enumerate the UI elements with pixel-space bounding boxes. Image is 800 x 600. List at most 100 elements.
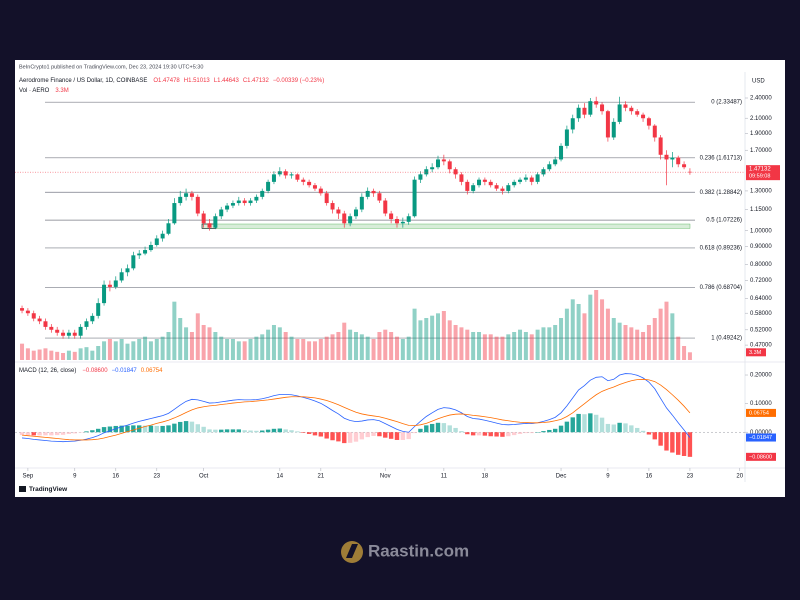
x-tick-label: Sep bbox=[23, 474, 34, 480]
candle-body bbox=[102, 284, 107, 304]
volume-bar bbox=[131, 341, 136, 360]
y-tick-label: 1.70000 bbox=[750, 148, 772, 154]
histogram-bar bbox=[119, 425, 124, 433]
volume-bar bbox=[166, 332, 171, 360]
volume-bar bbox=[400, 339, 405, 360]
histogram-bar bbox=[271, 428, 277, 433]
histogram-bar bbox=[658, 432, 663, 446]
histogram-bar bbox=[588, 413, 593, 433]
volume-bar bbox=[25, 348, 30, 360]
volume-bar bbox=[611, 318, 616, 360]
histogram-bar bbox=[582, 414, 587, 433]
volume-bar bbox=[330, 334, 335, 360]
x-tick-label: 9 bbox=[606, 474, 610, 480]
watermark-glyph bbox=[346, 544, 358, 558]
last-price-badge bbox=[746, 165, 780, 181]
histogram-bar bbox=[453, 427, 458, 433]
histogram-bar bbox=[230, 429, 236, 433]
value-badge-label: 0.06754 bbox=[749, 410, 769, 416]
candle-body bbox=[535, 174, 540, 182]
volume-bar bbox=[629, 327, 634, 360]
volume-bar bbox=[535, 329, 540, 360]
histogram-bar bbox=[388, 432, 394, 439]
histogram-bar bbox=[617, 422, 622, 433]
candle-body bbox=[66, 332, 71, 336]
volume-bar bbox=[219, 336, 224, 360]
histogram-bar bbox=[31, 432, 36, 436]
candle-body bbox=[318, 188, 323, 194]
volume-bar bbox=[113, 341, 118, 360]
volume-bar bbox=[359, 334, 364, 360]
candle-body bbox=[295, 174, 300, 180]
volume-bar bbox=[371, 339, 376, 360]
histogram-bar bbox=[289, 430, 294, 433]
volume-bar bbox=[594, 290, 599, 360]
candle-body bbox=[207, 223, 212, 228]
candle-body bbox=[113, 280, 118, 287]
candle-body bbox=[512, 181, 517, 186]
histogram-bar bbox=[324, 432, 329, 439]
histogram-bar bbox=[394, 432, 400, 440]
volume-bar bbox=[348, 329, 353, 360]
volume-bar bbox=[500, 336, 505, 360]
volume-bar bbox=[189, 332, 194, 360]
candle-body bbox=[365, 190, 370, 197]
volume-bar bbox=[576, 304, 581, 360]
candle-body bbox=[629, 107, 634, 112]
histogram-bar bbox=[37, 432, 42, 436]
candle-body bbox=[131, 255, 136, 269]
candle-body bbox=[195, 196, 200, 214]
y-tick-label: 2.10000 bbox=[750, 116, 772, 122]
value-badge bbox=[746, 452, 776, 461]
value-badge bbox=[746, 408, 776, 417]
volume-bar bbox=[43, 348, 48, 360]
volume-bar bbox=[283, 332, 288, 360]
candle-body bbox=[166, 223, 171, 234]
watermark-text: Raastin.com bbox=[368, 541, 469, 560]
candle-body bbox=[342, 213, 347, 224]
candle-body bbox=[324, 193, 329, 204]
candle-body bbox=[37, 318, 42, 322]
candle-body bbox=[371, 190, 376, 194]
ohlc-close: C1.47132 bbox=[243, 78, 270, 84]
volume-bar bbox=[664, 301, 669, 360]
histogram-bar bbox=[154, 425, 159, 433]
volume-bar bbox=[260, 334, 265, 360]
candle-body bbox=[143, 250, 148, 254]
histogram-bar bbox=[623, 423, 628, 433]
histogram-bar bbox=[441, 423, 447, 433]
histogram-bar bbox=[131, 425, 136, 433]
candle-body bbox=[96, 303, 101, 316]
fib-label: 0.236 (1.61713) bbox=[700, 155, 742, 161]
candle-body bbox=[236, 200, 241, 204]
histogram-bar bbox=[347, 432, 353, 443]
volume-bar bbox=[49, 350, 54, 360]
histogram-bar bbox=[383, 432, 388, 438]
candle-body bbox=[277, 171, 282, 175]
histogram-bar bbox=[564, 421, 570, 433]
histogram-bar bbox=[517, 432, 523, 434]
candle-body bbox=[78, 326, 83, 336]
histogram-bar bbox=[552, 428, 558, 433]
candle-body bbox=[617, 104, 622, 122]
histogram-bar bbox=[634, 427, 640, 433]
volume-bar bbox=[623, 325, 628, 360]
candle-body bbox=[676, 157, 681, 165]
volume-bar bbox=[512, 332, 517, 360]
candle-body bbox=[518, 179, 523, 182]
candle-body bbox=[670, 157, 675, 160]
candle-body bbox=[570, 118, 575, 130]
volume-bar bbox=[254, 336, 259, 360]
candle-body bbox=[506, 185, 511, 191]
candle-body bbox=[266, 181, 271, 191]
volume-bar bbox=[453, 325, 458, 360]
volume-bar bbox=[225, 339, 230, 360]
histogram-bar bbox=[664, 432, 669, 451]
candle-body bbox=[137, 253, 142, 256]
candle-body bbox=[184, 193, 189, 197]
candle-body bbox=[353, 209, 358, 217]
histogram-bar bbox=[424, 425, 429, 433]
histogram-bar bbox=[377, 432, 382, 437]
volume-bar bbox=[31, 350, 36, 360]
